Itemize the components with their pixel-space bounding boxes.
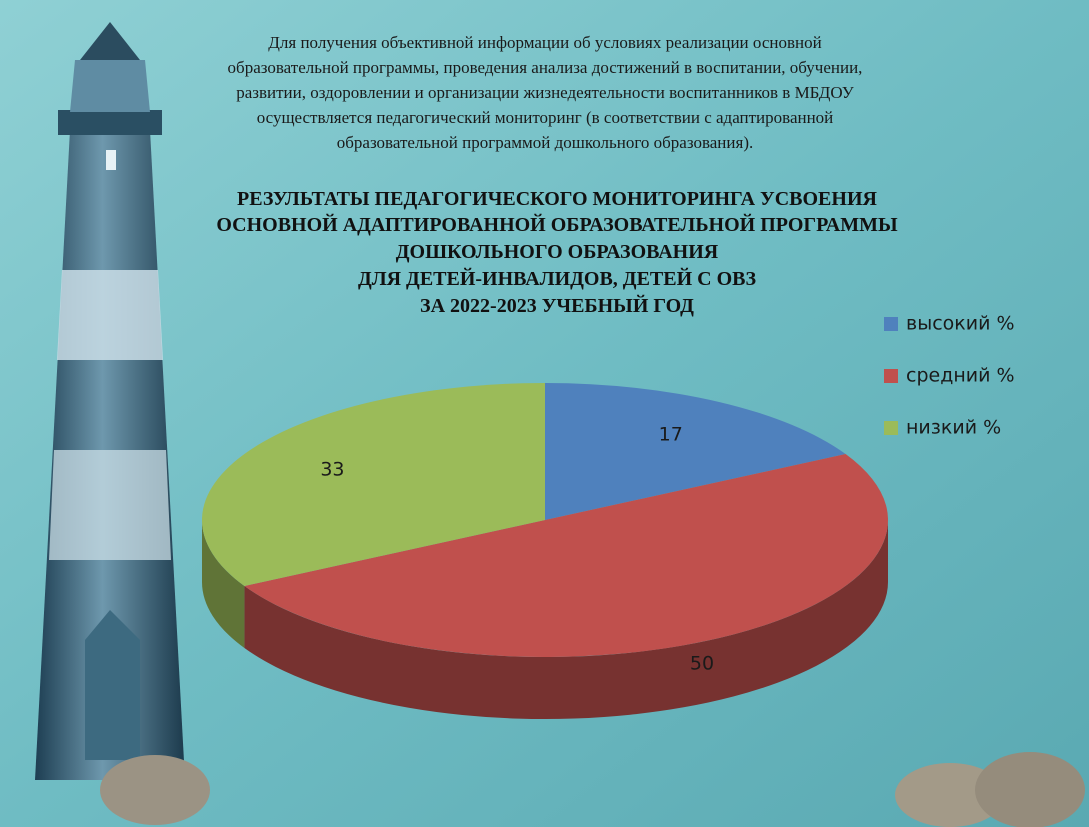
slide: Для получения объективной информации об … [0, 0, 1089, 827]
intro-line: образовательной программой дошкольного о… [337, 133, 753, 152]
legend-label: средний % [906, 365, 1015, 387]
page: {"intro": ["Для получения объективной ин… [0, 0, 1089, 827]
pie: 17 50 33 [202, 383, 888, 719]
legend-swatch [884, 369, 898, 383]
intro-line: Для получения объективной информации об … [268, 33, 821, 52]
title-line: ОСНОВНОЙ АДАПТИРОВАННОЙ ОБРАЗОВАТЕЛЬНОЙ … [216, 213, 898, 236]
title-line: ДЛЯ ДЕТЕЙ-ИНВАЛИДОВ, ДЕТЕЙ С ОВЗ [358, 267, 757, 290]
data-label: 17 [659, 424, 683, 446]
intro-line: образовательной программы, проведения ан… [228, 58, 863, 77]
title-line: ДОШКОЛЬНОГО ОБРАЗОВАНИЯ [396, 241, 719, 263]
data-label: 50 [690, 653, 714, 675]
intro-line: развитии, оздоровлении и организации жиз… [236, 83, 855, 102]
title-line: ЗА 2022-2023 УЧЕБНЫЙ ГОД [420, 294, 694, 317]
title-line: РЕЗУЛЬТАТЫ ПЕДАГОГИЧЕСКОГО МОНИТОРИНГА У… [237, 188, 877, 210]
intro-line: осуществляется педагогический мониторинг… [257, 108, 834, 127]
legend-swatch [884, 421, 898, 435]
legend-swatch [884, 317, 898, 331]
data-label: 33 [320, 458, 344, 480]
legend-label: низкий % [906, 417, 1001, 439]
legend-label: высокий % [906, 313, 1015, 335]
